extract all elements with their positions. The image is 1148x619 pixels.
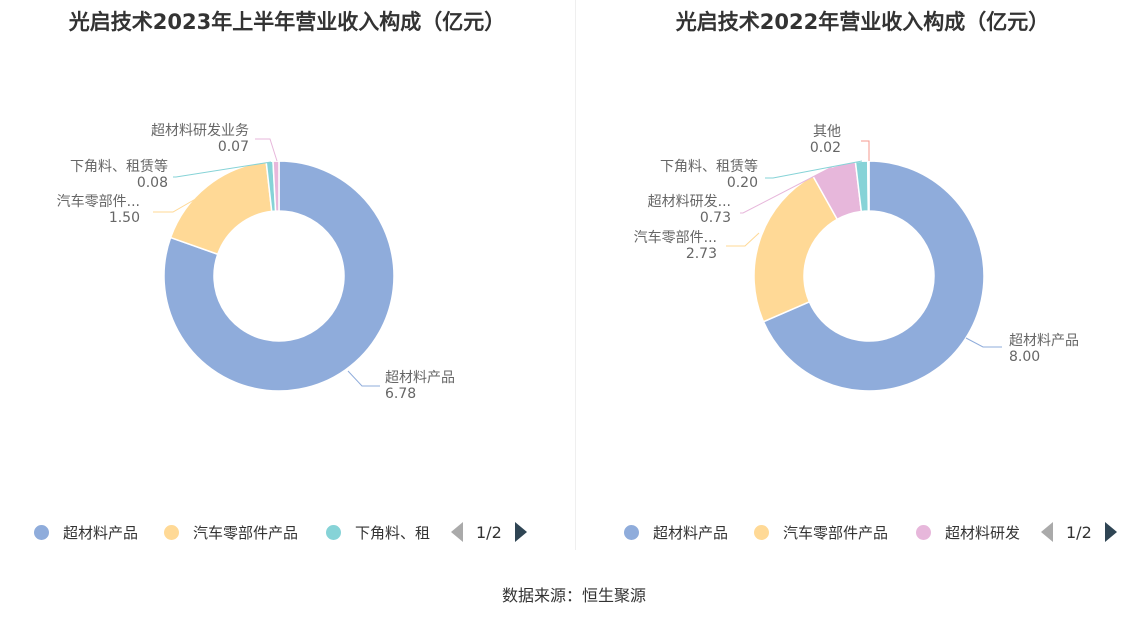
callout-leader-line [726, 232, 760, 247]
legend: 超材料产品 汽车零部件产品 超材料研发 1/2 [577, 518, 1148, 546]
pager-prev-icon[interactable] [1041, 522, 1053, 542]
callout-leader-line [965, 337, 1002, 348]
pager-text: 1/2 [476, 522, 502, 542]
legend-item-scrap-leasing[interactable]: 下角料、租 [326, 518, 438, 546]
slice-label: 超材料研发业务 [151, 123, 249, 139]
callout-leader-line [765, 160, 863, 179]
chart-panel-2023h1: 光启技术2023年上半年营业收入构成（亿元） 超材料产品 6.78 汽车零部件...… [0, 0, 574, 560]
legend-item-auto-parts[interactable]: 汽车零部件产品 [754, 518, 888, 546]
slice-value-label: 0.02 [810, 140, 841, 156]
slice-label: 汽车零部件... [634, 229, 717, 246]
legend: 超材料产品 汽车零部件产品 下角料、租 1/2 [0, 518, 574, 546]
pager-text: 1/2 [1066, 522, 1092, 542]
callout-leader-line [153, 185, 219, 213]
legend-label: 汽车零部件产品 [193, 523, 299, 542]
slice-value-label: 8.00 [1009, 349, 1040, 365]
slice-value-label: 0.20 [727, 175, 758, 191]
slice-label: 下角料、租赁等 [660, 158, 758, 175]
slice-label: 汽车零部件... [57, 193, 140, 210]
legend-swatch [164, 524, 179, 540]
legend-pager: 1/2 [1041, 520, 1117, 544]
slice-value-label: 6.78 [385, 386, 416, 402]
callout-leader-line [255, 138, 278, 162]
callout-leader-line [861, 140, 870, 161]
legend-label: 下角料、租 [355, 523, 431, 542]
slice-value-label: 2.73 [686, 246, 717, 262]
legend-swatch [34, 524, 49, 540]
legend-item-metamaterial-products[interactable]: 超材料产品 [34, 518, 138, 546]
donut-slice[interactable] [867, 160, 870, 212]
slice-value-label: 1.50 [109, 210, 140, 226]
pager-next-icon[interactable] [514, 522, 527, 542]
callout-leader-line [173, 161, 272, 178]
chart-title: 光启技术2023年上半年营业收入构成（亿元） [68, 10, 506, 34]
legend-label: 超材料产品 [653, 523, 729, 542]
panel-divider [575, 0, 576, 550]
slice-label: 其他 [813, 124, 841, 140]
slice-label: 下角料、租赁等 [70, 158, 168, 175]
donut-slice[interactable] [163, 160, 395, 392]
slice-value-label: 0.73 [700, 210, 731, 226]
callout-leader-line [740, 166, 833, 214]
data-source-note: 数据来源：恒生聚源 [501, 586, 646, 605]
legend-swatch [326, 524, 341, 540]
slice-label: 超材料研发... [648, 194, 731, 210]
legend-swatch [754, 524, 769, 540]
donut-slice[interactable] [762, 160, 985, 392]
legend-swatch [624, 524, 639, 540]
legend-label: 超材料产品 [63, 523, 139, 542]
legend-pager: 1/2 [451, 520, 527, 544]
legend-item-metamaterial-rnd[interactable]: 超材料研发 [916, 518, 1020, 546]
slice-value-label: 0.08 [137, 175, 168, 191]
legend-item-auto-parts[interactable]: 汽车零部件产品 [164, 518, 298, 546]
slice-value-label: 0.07 [218, 139, 249, 155]
legend-label: 超材料研发 [945, 523, 1021, 542]
chart-panel-2022: 光启技术2022年营业收入构成（亿元） 超材料产品 8.00 汽车零部件... 2.7… [577, 0, 1148, 560]
legend-swatch [916, 524, 931, 540]
legend-item-metamaterial-products[interactable]: 超材料产品 [624, 518, 728, 546]
pager-prev-icon[interactable] [451, 522, 463, 542]
callout-leader-line [347, 370, 380, 387]
donut-slice[interactable] [272, 160, 280, 212]
slice-label: 超材料产品 [385, 370, 455, 386]
pager-next-icon[interactable] [1104, 522, 1117, 542]
legend-label: 汽车零部件产品 [783, 523, 889, 542]
chart-title: 光启技术2022年营业收入构成（亿元） [675, 10, 1050, 34]
slice-label: 超材料产品 [1009, 333, 1079, 349]
